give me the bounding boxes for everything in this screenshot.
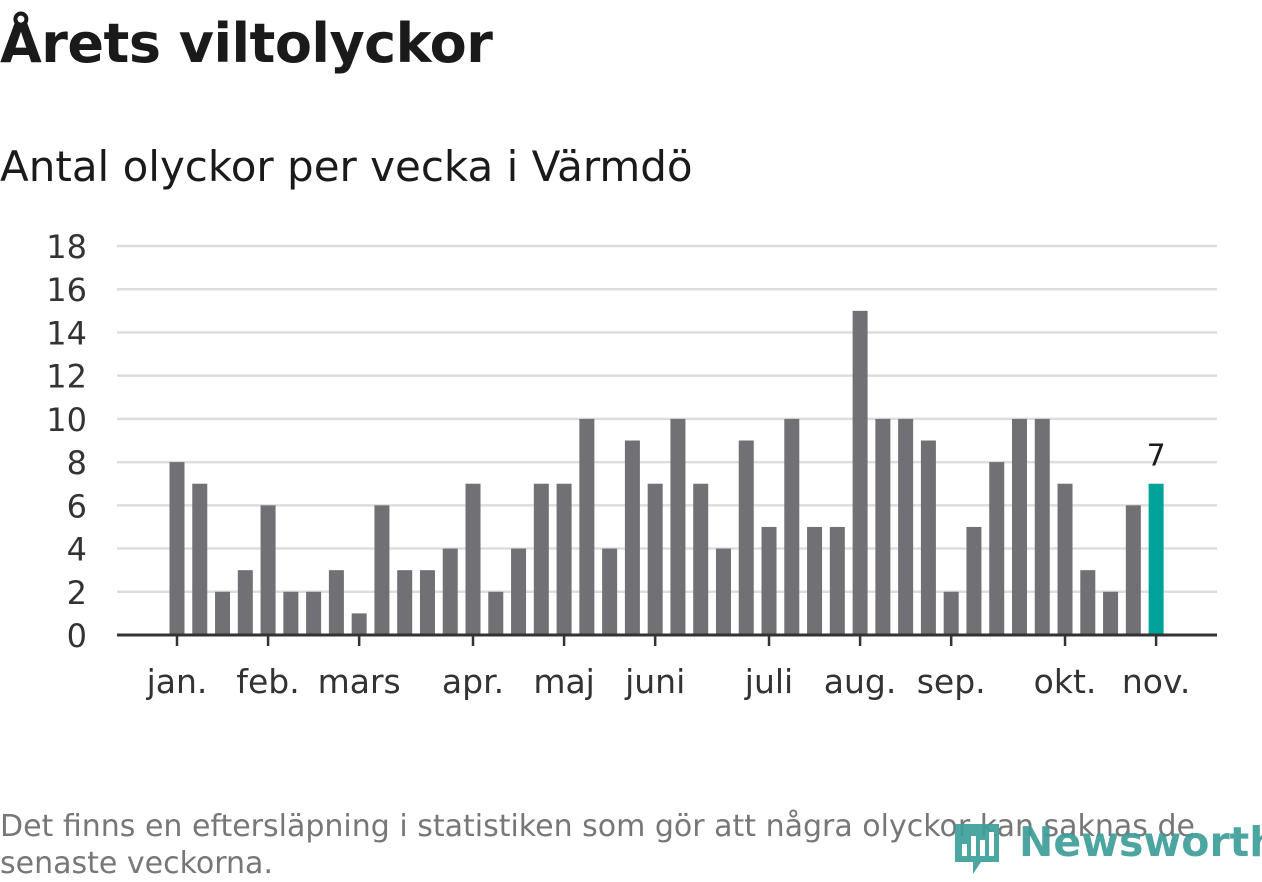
bar	[1034, 418, 1050, 635]
bar	[761, 526, 777, 635]
newsworthy-logo-icon	[955, 824, 999, 874]
y-tick-label: 4	[67, 531, 87, 569]
y-tick-label: 6	[67, 487, 87, 525]
bar	[328, 570, 344, 635]
bar	[920, 440, 936, 635]
bar	[419, 570, 435, 635]
x-tick-label: feb.	[236, 662, 299, 701]
y-tick-label: 10	[46, 401, 87, 439]
y-tick-label: 2	[67, 574, 87, 612]
bar	[306, 591, 322, 635]
bar	[1103, 591, 1119, 635]
bar	[807, 526, 823, 635]
bar	[556, 483, 572, 635]
y-tick-label: 18	[46, 228, 87, 266]
data-labels: 7	[1147, 439, 1166, 474]
bar	[169, 462, 185, 635]
bar	[989, 462, 1005, 635]
bar	[875, 418, 891, 635]
bars	[169, 310, 1164, 635]
bar	[1011, 418, 1027, 635]
y-tick-label: 8	[67, 444, 87, 482]
bar	[670, 418, 686, 635]
bar	[579, 418, 595, 635]
bar	[351, 613, 367, 635]
x-tick-label: apr.	[442, 662, 504, 701]
x-tick-label: nov.	[1122, 662, 1191, 701]
bar	[465, 483, 481, 635]
bar	[237, 570, 253, 635]
bar	[533, 483, 549, 635]
x-tick-label: okt.	[1034, 662, 1097, 701]
bar	[1057, 483, 1073, 635]
newsworthy-logo: Newsworthy	[951, 818, 1262, 878]
bar	[397, 570, 413, 635]
y-tick-label: 16	[46, 271, 87, 309]
x-tick-label: sep.	[917, 662, 986, 701]
bar-highlight	[1148, 483, 1164, 635]
y-tick-label: 0	[67, 617, 87, 655]
y-tick-label: 14	[46, 314, 87, 352]
bar	[647, 483, 663, 635]
bar	[1125, 505, 1141, 635]
bar	[784, 418, 800, 635]
highlight-value-label: 7	[1147, 439, 1166, 474]
x-tick-label: juli	[744, 662, 793, 701]
bar	[488, 591, 504, 635]
x-tick-label: juni	[624, 662, 685, 701]
bar	[898, 418, 914, 635]
bar	[374, 505, 390, 635]
gridlines	[117, 244, 1217, 594]
bar	[852, 310, 868, 635]
bar	[260, 505, 276, 635]
bar	[442, 548, 458, 635]
x-axis: jan. feb. mars apr. maj juni juli aug. sep. okt. n…	[117, 633, 1217, 701]
bar	[829, 526, 845, 635]
bar	[966, 526, 982, 635]
x-tick-label: mars	[318, 662, 401, 701]
bar	[1080, 570, 1096, 635]
y-tick-label: 12	[46, 358, 87, 396]
x-tick-label: jan.	[146, 662, 208, 701]
x-tick-label: maj	[533, 662, 595, 701]
bar	[738, 440, 754, 635]
bar	[283, 591, 299, 635]
bar	[215, 591, 231, 635]
chart-title: Årets viltolyckor	[0, 12, 493, 75]
chart-subtitle: Antal olyckor per vecka i Värmdö	[0, 142, 693, 191]
y-axis-ticks: 0 2 4 6 8 10 12 14 16 18	[46, 228, 87, 655]
x-tick-label: aug.	[824, 662, 897, 701]
bar	[943, 591, 959, 635]
logo-text: Newsworthy	[1019, 818, 1262, 866]
bar	[192, 483, 208, 635]
bar	[715, 548, 731, 635]
bar	[624, 440, 640, 635]
bar	[602, 548, 618, 635]
bar	[693, 483, 709, 635]
bar	[511, 548, 527, 635]
